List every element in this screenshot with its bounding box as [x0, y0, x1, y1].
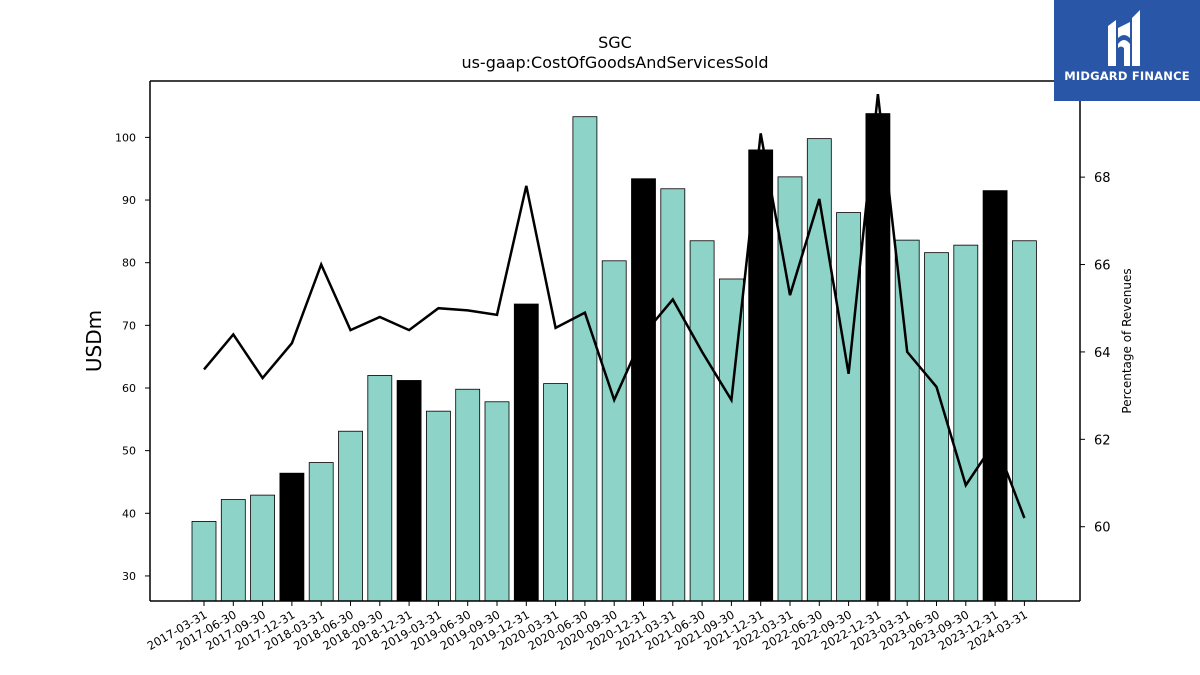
y-tick-label-50: 50 — [122, 445, 136, 458]
bar-2020-06-30 — [572, 116, 598, 602]
y2-tick-label-64: 64 — [1094, 346, 1111, 361]
bar-2022-03-31 — [777, 176, 803, 602]
bar-2023-09-30 — [953, 244, 979, 602]
chart-subtitle: us-gaap:CostOfGoodsAndServicesSold — [461, 53, 769, 72]
bar-2024-03-31 — [1012, 240, 1037, 602]
bar-2017-06-30 — [220, 499, 246, 602]
y2-tick-label-66: 66 — [1094, 259, 1111, 274]
bar-2018-06-30 — [338, 430, 363, 602]
bar-2020-03-31 — [543, 383, 568, 602]
y-tick-label-60: 60 — [122, 382, 136, 395]
bar-2019-12-31 — [513, 303, 539, 602]
y-tick-label-40: 40 — [122, 507, 136, 520]
chart-title: SGC — [598, 33, 632, 52]
bar-2020-09-30 — [601, 260, 627, 602]
bar-2023-06-30 — [924, 252, 949, 602]
brand-logo: MIDGARD FINANCE — [1054, 0, 1200, 101]
bar-2022-06-30 — [806, 138, 832, 602]
y2-tick-label-60: 60 — [1094, 521, 1111, 536]
bar-2022-12-31 — [865, 113, 891, 602]
y-tick-label-80: 80 — [122, 257, 136, 270]
y2-tick-label-68: 68 — [1094, 171, 1111, 186]
y-tick-label-30: 30 — [122, 570, 136, 583]
bar-2020-12-31 — [631, 178, 656, 602]
bar-2018-03-31 — [308, 462, 334, 602]
bar-2023-03-31 — [894, 239, 920, 602]
y-tick-label-70: 70 — [122, 319, 136, 332]
bar-2019-09-30 — [484, 401, 510, 602]
bar-2022-09-30 — [836, 212, 861, 602]
y-tick-label-90: 90 — [122, 194, 136, 207]
bar-2021-06-30 — [689, 240, 715, 602]
brand-name: MIDGARD FINANCE — [1064, 69, 1190, 83]
y2-axis-label: Percentage of Revenues — [1120, 268, 1134, 413]
bar-2021-12-31 — [748, 149, 774, 602]
y-axis-label: USDm — [82, 310, 106, 372]
midgard-logo-icon — [1108, 10, 1140, 66]
bar-2021-03-31 — [660, 188, 686, 602]
y-tick-label-100: 100 — [115, 131, 136, 144]
bar-2017-03-31 — [191, 521, 217, 602]
bar-2017-12-31 — [279, 472, 305, 602]
bar-2017-09-30 — [250, 494, 276, 602]
bar-2023-12-31 — [982, 190, 1008, 602]
bar-2018-12-31 — [396, 380, 422, 602]
bar-2018-09-30 — [367, 375, 393, 602]
y2-tick-label-62: 62 — [1094, 433, 1111, 448]
bar-2019-03-31 — [425, 410, 451, 602]
bar-2019-06-30 — [455, 388, 481, 602]
